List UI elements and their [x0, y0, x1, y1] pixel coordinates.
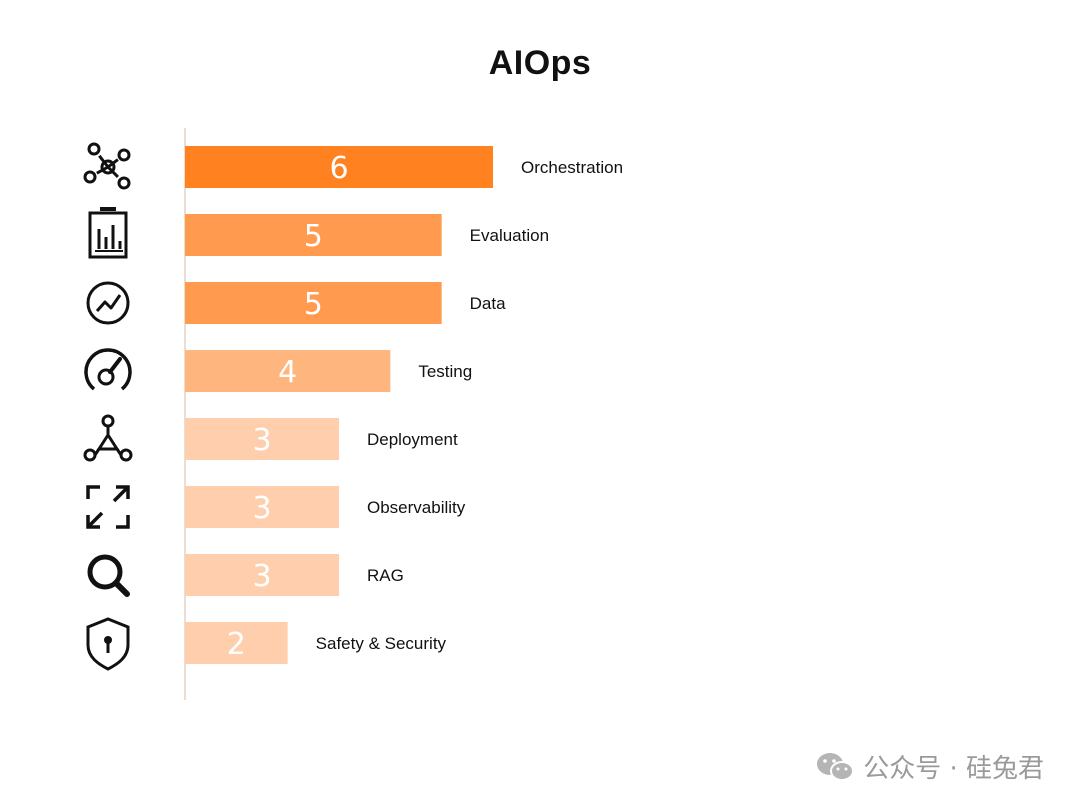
bar-4 [185, 418, 339, 460]
category-icons [83, 142, 133, 671]
bar-value-label: 4 [278, 355, 297, 390]
bar-3 [185, 350, 391, 392]
bar-value-label: 3 [252, 423, 271, 458]
category-label: Orchestration [521, 158, 623, 177]
chart-title: AIOps [488, 44, 592, 82]
bar-value-label: 3 [252, 559, 271, 594]
network-icon [83, 142, 131, 190]
category-label: Safety & Security [316, 634, 447, 653]
shield-lock-icon [86, 617, 130, 671]
bar-7 [185, 622, 288, 664]
bar-6 [185, 554, 339, 596]
wechat-icon [817, 752, 855, 781]
watermark: 公众号 · 硅兔君 [815, 748, 1044, 785]
bars: 6 Orchestration 5 Evaluation 5 Data 4 Testing 3 D… [185, 146, 623, 664]
clipboard-chart-icon [88, 207, 128, 259]
category-label: Evaluation [470, 226, 549, 245]
bar-value-label: 6 [329, 151, 348, 186]
category-label: Data [470, 294, 506, 313]
category-label: RAG [367, 566, 404, 585]
category-label: Deployment [367, 430, 458, 449]
category-label: Observability [367, 498, 466, 517]
hub-nodes-icon [83, 414, 133, 462]
category-label: Testing [418, 362, 472, 381]
bar-2 [185, 282, 442, 324]
bar-value-label: 5 [304, 287, 323, 322]
bar-value-label: 3 [252, 491, 271, 526]
gauge-icon [84, 348, 132, 391]
bar-5 [185, 486, 339, 528]
expand-arrows-icon [86, 485, 130, 529]
bar-0 [185, 146, 493, 188]
trend-circle-icon [86, 281, 130, 325]
bar-1 [185, 214, 442, 256]
watermark-text: 公众号 · 硅兔君 [863, 754, 1044, 784]
bar-value-label: 5 [304, 219, 323, 254]
bar-value-label: 2 [227, 627, 246, 662]
search-icon [87, 554, 130, 597]
